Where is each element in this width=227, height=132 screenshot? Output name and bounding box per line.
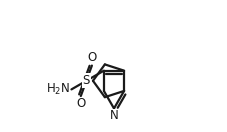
Text: H$_2$N: H$_2$N [46,82,70,97]
Text: S: S [82,74,90,87]
Text: O: O [87,51,96,64]
Text: O: O [76,97,85,110]
Text: N: N [109,109,118,122]
